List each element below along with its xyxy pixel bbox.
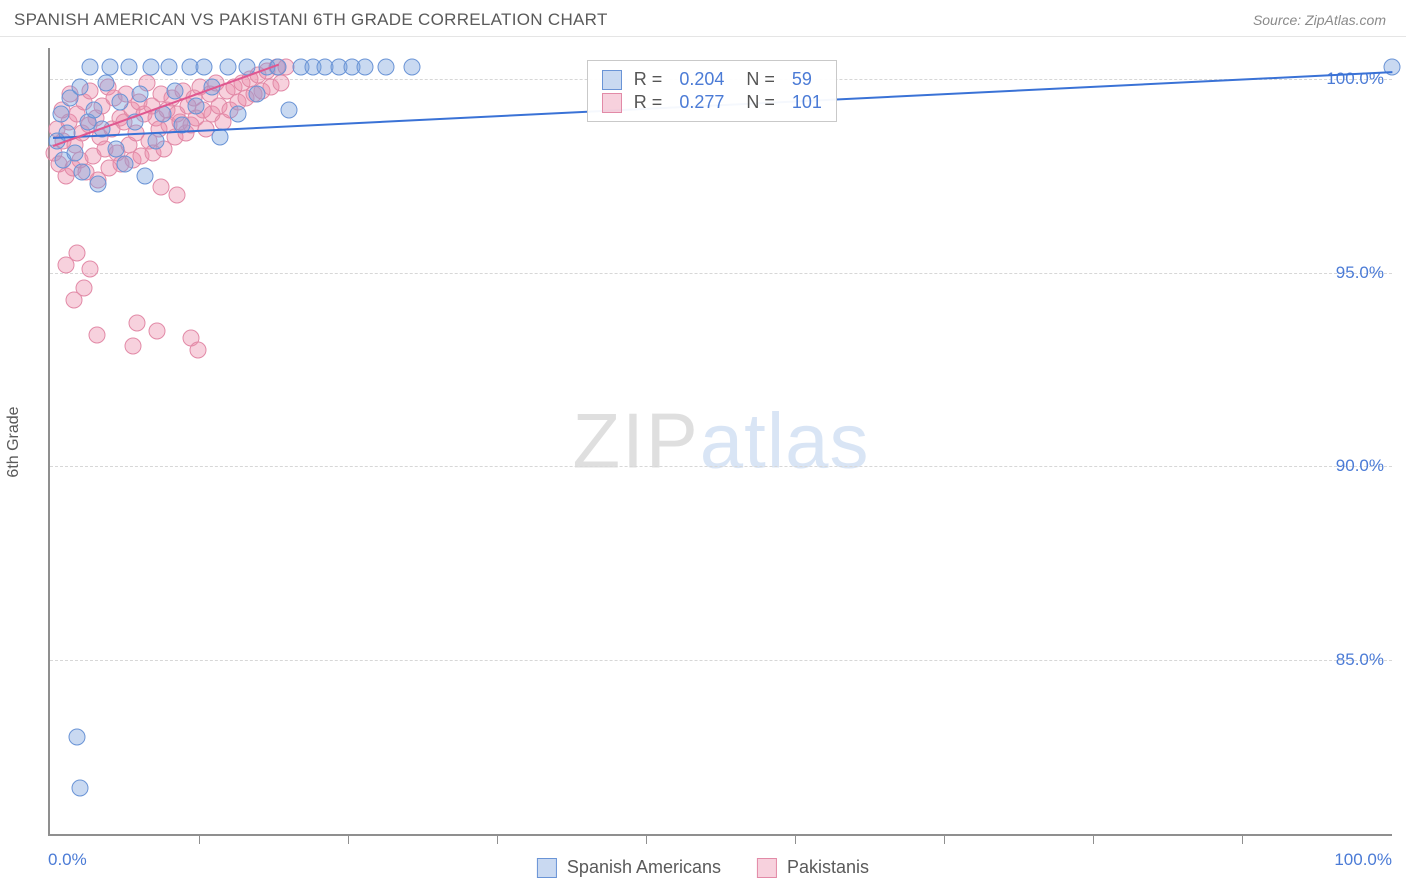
x-tick [199,834,200,844]
series1-point [377,59,394,76]
series1-point [98,74,115,91]
series1-point [131,86,148,103]
series2-point [272,74,289,91]
series1-point [90,175,107,192]
y-axis-title: 6th Grade [5,406,23,477]
series1-point [82,59,99,76]
series1-point [161,59,178,76]
y-tick-label: 95.0% [1336,263,1384,283]
stats-row-series2: R = 0.277 N = 101 [602,92,822,113]
series1-point [111,94,128,111]
series1-point [357,59,374,76]
series2-point [153,179,170,196]
x-axis-label-max: 100.0% [1334,850,1392,870]
series2-point [82,260,99,277]
series1-point [117,156,134,173]
chart-header: SPANISH AMERICAN VS PAKISTANI 6TH GRADE … [0,0,1406,37]
series1-point [148,132,165,149]
series1-point [52,105,69,122]
plot-area: ZIPatlas 85.0%90.0%95.0%100.0% R = 0.204… [48,48,1392,836]
x-tick [1093,834,1094,844]
legend-item-series2: Pakistanis [757,857,869,878]
series2-point [58,256,75,273]
y-tick-label: 90.0% [1336,456,1384,476]
series2-point [169,187,186,204]
chart-title: SPANISH AMERICAN VS PAKISTANI 6TH GRADE … [14,10,608,30]
series2-point [129,314,146,331]
series1-point [74,163,91,180]
x-tick [944,834,945,844]
series1-point [229,105,246,122]
series1-point [142,59,159,76]
gridline [50,466,1392,467]
stats-row-series1: R = 0.204 N = 59 [602,69,822,90]
source-label: Source: ZipAtlas.com [1253,12,1386,28]
series1-point [71,779,88,796]
series2-point [149,322,166,339]
scatter-plot: ZIPatlas 85.0%90.0%95.0%100.0% R = 0.204… [48,48,1392,836]
series1-point [196,59,213,76]
series1-swatch-icon [602,70,622,90]
x-axis-label-min: 0.0% [48,850,87,870]
x-tick [1242,834,1243,844]
series2-point [88,326,105,343]
x-tick [795,834,796,844]
series1-point [188,98,205,115]
series1-point [71,78,88,95]
series1-point [137,167,154,184]
series2-legend-swatch-icon [757,858,777,878]
y-tick-label: 85.0% [1336,650,1384,670]
series2-point [125,338,142,355]
series1-point [404,59,421,76]
series1-point [280,101,297,118]
series1-point [166,82,183,99]
series1-point [220,59,237,76]
legend-item-series1: Spanish Americans [537,857,721,878]
series2-point [66,291,83,308]
series1-point [107,140,124,157]
series1-legend-swatch-icon [537,858,557,878]
series2-swatch-icon [602,93,622,113]
series1-point [68,729,85,746]
correlation-stats-box: R = 0.204 N = 59 R = 0.277 N = 101 [587,60,837,122]
series1-point [212,129,229,146]
watermark: ZIPatlas [572,396,869,487]
series1-point [86,101,103,118]
x-tick [497,834,498,844]
series1-point [102,59,119,76]
x-tick [348,834,349,844]
series1-point [67,144,84,161]
gridline [50,660,1392,661]
legend: Spanish Americans Pakistanis [537,857,869,878]
series1-point [248,86,265,103]
x-tick [646,834,647,844]
gridline [50,273,1392,274]
series2-point [189,342,206,359]
series1-point [121,59,138,76]
